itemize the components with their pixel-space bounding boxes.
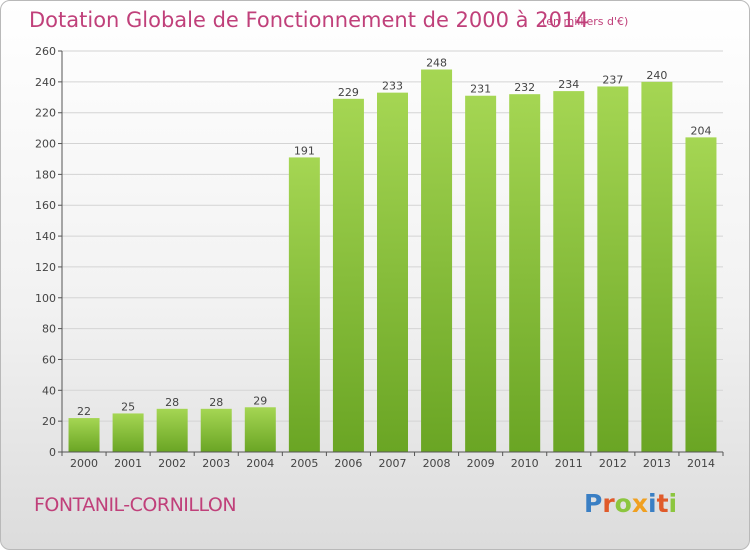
y-tick-label: 100 <box>35 292 56 305</box>
bar <box>200 408 232 452</box>
y-tick-label: 200 <box>35 138 56 151</box>
x-tick-label: 2010 <box>511 457 539 470</box>
y-tick-label: 60 <box>42 353 56 366</box>
bar <box>553 91 585 452</box>
value-label: 231 <box>470 83 491 96</box>
bar <box>68 418 100 452</box>
x-tick-label: 2009 <box>467 457 495 470</box>
bar <box>421 69 453 452</box>
proxiti-logo: Proxiti <box>584 489 678 518</box>
y-tick-label: 120 <box>35 261 56 274</box>
bar <box>509 94 541 452</box>
x-tick-label: 2002 <box>158 457 186 470</box>
labels: 0 20 40 60 80 100 120 140 160 180 200 220 240 260 22 20… <box>35 45 715 470</box>
y-tick-label: 140 <box>35 230 56 243</box>
x-tick-label: 2013 <box>643 457 671 470</box>
x-tick-label: 2008 <box>423 457 451 470</box>
y-tick-label: 40 <box>42 384 56 397</box>
x-tick-label: 2000 <box>70 457 98 470</box>
bar <box>641 81 673 452</box>
chart-title: Dotation Globale de Fonctionnement de 20… <box>29 8 589 32</box>
bar <box>244 407 276 452</box>
x-tick-label: 2011 <box>555 457 583 470</box>
value-label: 25 <box>121 400 135 413</box>
x-tick-label: 2012 <box>599 457 627 470</box>
y-tick-label: 160 <box>35 199 56 212</box>
value-label: 234 <box>558 78 579 91</box>
value-label: 28 <box>165 396 179 409</box>
value-label: 237 <box>602 73 623 86</box>
value-label: 29 <box>253 394 267 407</box>
bar <box>156 408 188 452</box>
y-tick-label: 240 <box>35 76 56 89</box>
commune-name: FONTANIL-CORNILLON <box>34 494 237 516</box>
bar <box>465 95 497 452</box>
bar <box>685 137 717 452</box>
bar <box>332 98 364 453</box>
bar <box>597 86 629 452</box>
y-tick-label: 20 <box>42 415 56 428</box>
axes <box>58 50 724 456</box>
value-label: 232 <box>514 81 535 94</box>
bar <box>377 92 408 453</box>
bars <box>68 69 717 453</box>
x-tick-label: 2014 <box>687 457 715 470</box>
y-tick-label: 180 <box>35 168 56 181</box>
x-tick-label: 2005 <box>290 457 318 470</box>
x-tick-label: 2006 <box>334 457 362 470</box>
x-tick-label: 2007 <box>379 457 407 470</box>
x-tick-label: 2004 <box>246 457 274 470</box>
chart-subtitle: (en milliers d'€) <box>542 15 629 28</box>
value-label: 233 <box>382 80 403 93</box>
y-tick-label: 260 <box>35 45 56 58</box>
y-tick-label: 220 <box>35 107 56 120</box>
x-tick-label: 2001 <box>114 457 142 470</box>
y-tick-label: 0 <box>49 446 56 459</box>
bar <box>112 413 144 452</box>
value-label: 204 <box>690 124 711 137</box>
y-tick-label: 80 <box>42 323 56 336</box>
x-tick-label: 2003 <box>202 457 230 470</box>
value-label: 229 <box>338 86 359 99</box>
value-label: 191 <box>294 144 315 157</box>
value-label: 248 <box>426 57 447 70</box>
value-label: 28 <box>209 396 223 409</box>
bar <box>288 157 320 452</box>
value-label: 240 <box>646 69 667 82</box>
value-label: 22 <box>77 405 91 418</box>
